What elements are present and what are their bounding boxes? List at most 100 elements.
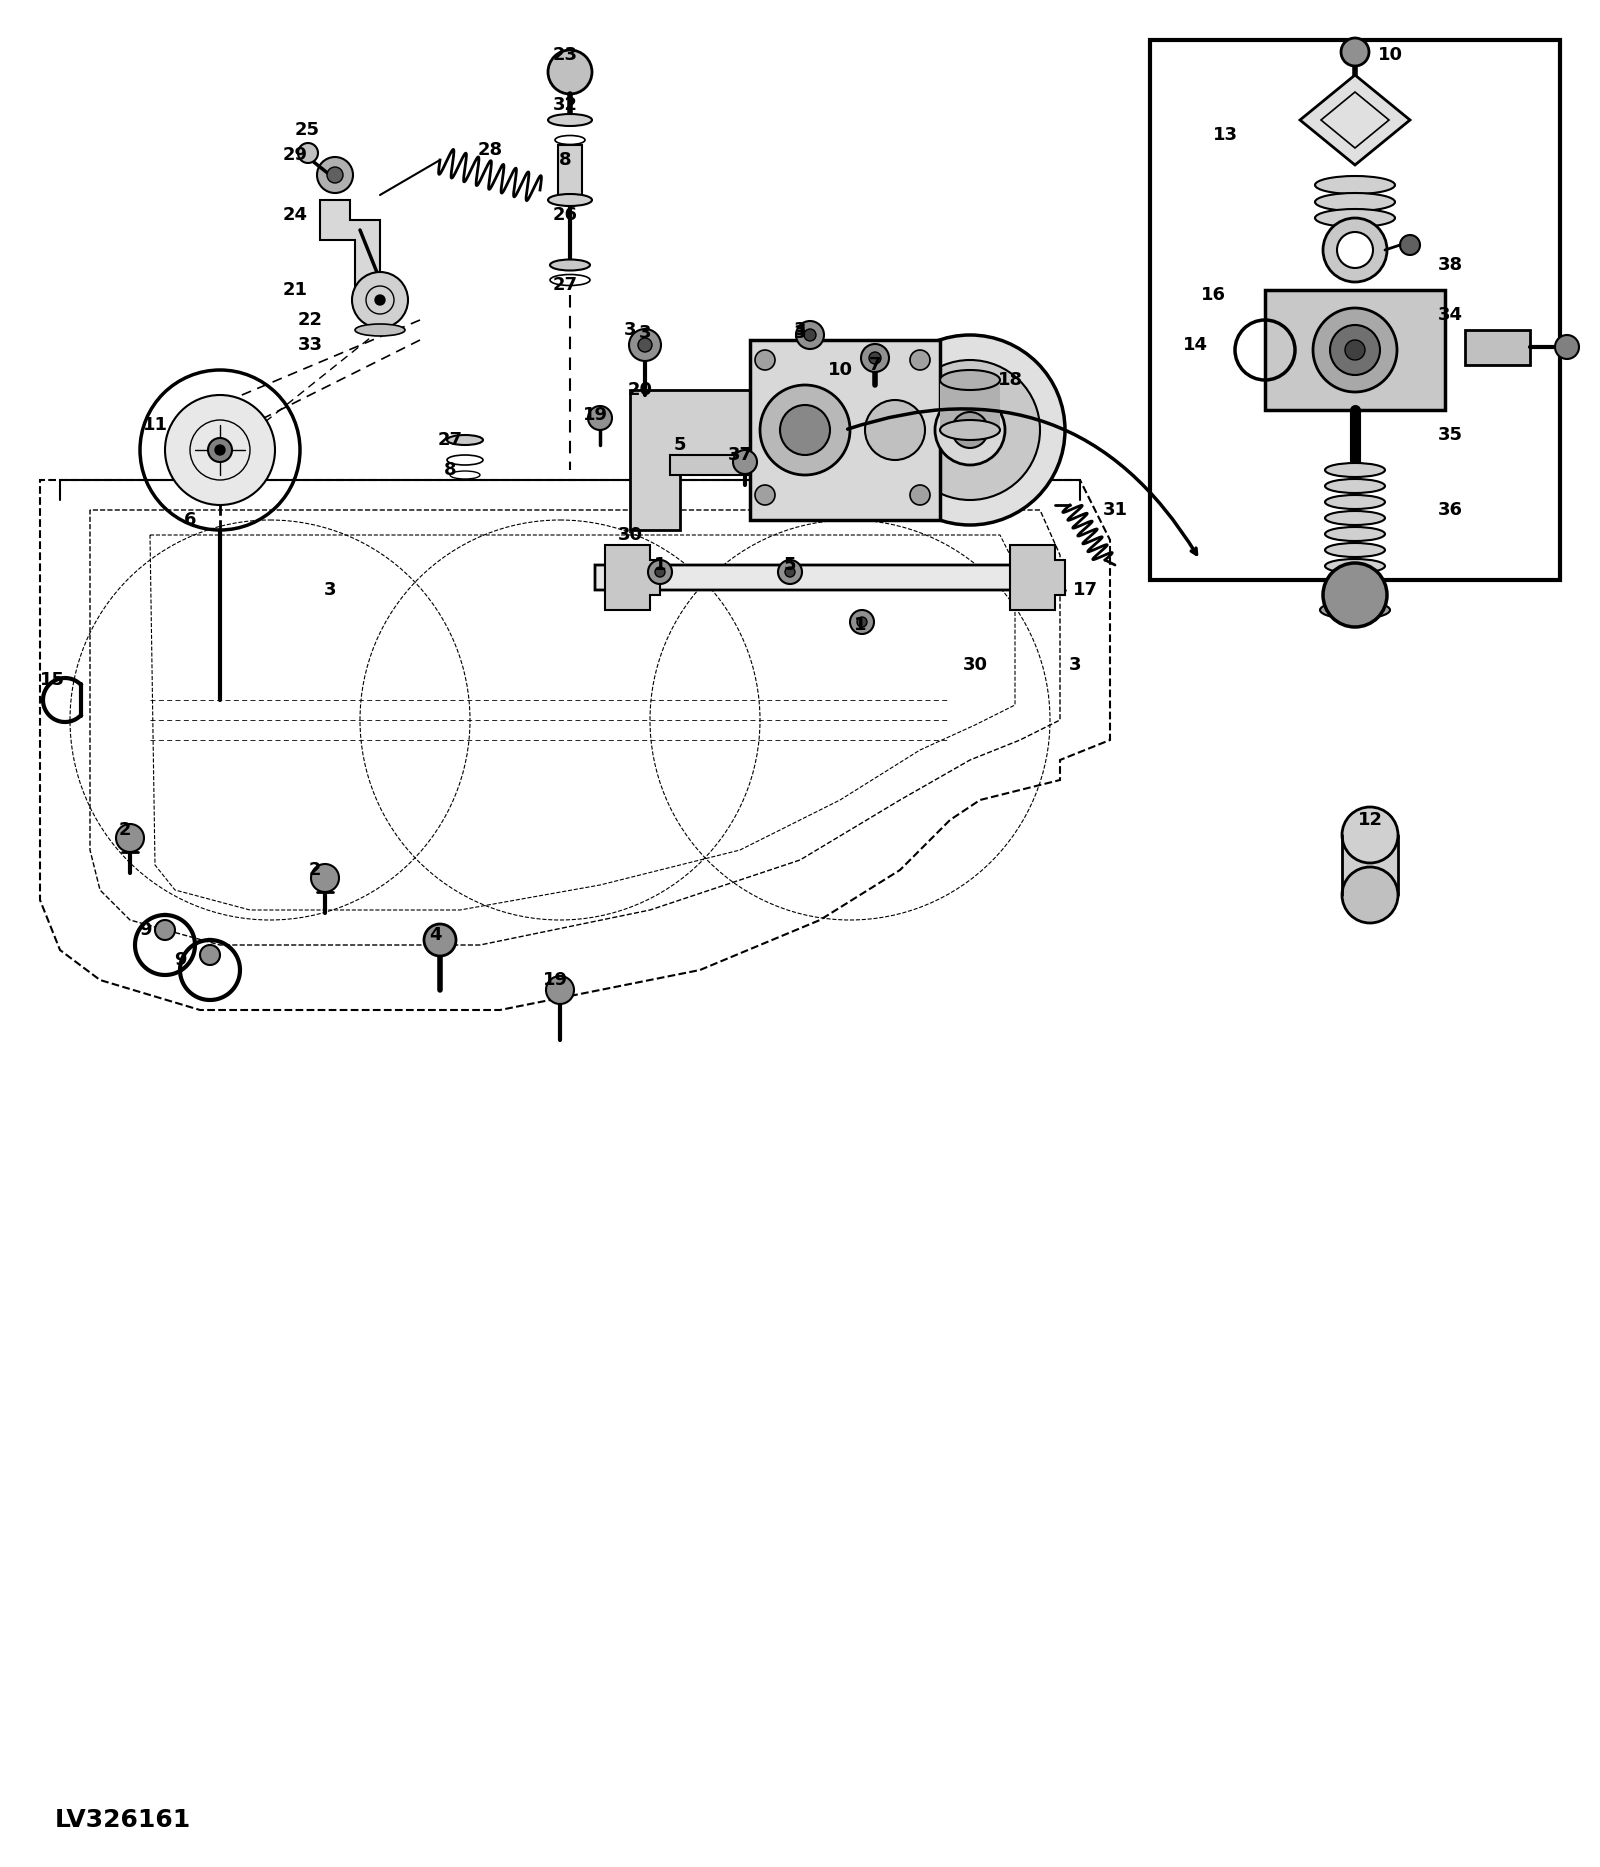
Polygon shape bbox=[670, 456, 755, 474]
Circle shape bbox=[1323, 564, 1387, 627]
Circle shape bbox=[1400, 235, 1421, 256]
Polygon shape bbox=[630, 390, 750, 530]
Circle shape bbox=[115, 823, 144, 851]
Text: 28: 28 bbox=[477, 142, 502, 159]
Circle shape bbox=[760, 385, 850, 474]
Text: 32: 32 bbox=[552, 95, 578, 114]
Circle shape bbox=[781, 405, 830, 456]
Text: 22: 22 bbox=[298, 312, 323, 329]
Text: 12: 12 bbox=[1357, 810, 1382, 829]
Text: 17: 17 bbox=[1072, 581, 1098, 599]
Circle shape bbox=[317, 157, 354, 192]
Circle shape bbox=[875, 334, 1066, 525]
Text: 29: 29 bbox=[283, 146, 307, 164]
Circle shape bbox=[755, 485, 774, 504]
Text: 1: 1 bbox=[654, 556, 666, 573]
Text: 35: 35 bbox=[1437, 426, 1462, 444]
Text: 9: 9 bbox=[139, 920, 152, 939]
Text: 11: 11 bbox=[142, 416, 168, 433]
Text: 38: 38 bbox=[1437, 256, 1462, 274]
Ellipse shape bbox=[1325, 558, 1386, 573]
Polygon shape bbox=[605, 545, 661, 611]
Text: 27: 27 bbox=[437, 431, 462, 448]
Bar bbox=[1466, 330, 1530, 366]
Text: 21: 21 bbox=[283, 282, 307, 299]
Ellipse shape bbox=[355, 325, 405, 336]
Circle shape bbox=[1342, 807, 1398, 863]
Circle shape bbox=[797, 321, 824, 349]
Ellipse shape bbox=[1315, 175, 1395, 194]
Circle shape bbox=[629, 329, 661, 360]
Text: 13: 13 bbox=[1213, 125, 1237, 144]
Bar bbox=[1150, 39, 1560, 581]
Circle shape bbox=[648, 560, 672, 584]
Text: 31: 31 bbox=[1102, 500, 1128, 519]
Text: 2: 2 bbox=[309, 861, 322, 879]
Text: 34: 34 bbox=[1437, 306, 1462, 325]
Circle shape bbox=[424, 924, 456, 956]
Circle shape bbox=[778, 560, 802, 584]
Text: 1: 1 bbox=[854, 616, 866, 635]
Ellipse shape bbox=[1325, 463, 1386, 476]
Circle shape bbox=[200, 945, 221, 965]
Text: 5: 5 bbox=[784, 556, 797, 573]
Bar bbox=[750, 340, 941, 521]
Circle shape bbox=[1555, 334, 1579, 358]
Ellipse shape bbox=[941, 420, 1000, 441]
Text: 3: 3 bbox=[323, 581, 336, 599]
Circle shape bbox=[934, 396, 1005, 465]
Circle shape bbox=[547, 50, 592, 93]
Text: 10: 10 bbox=[1378, 47, 1403, 63]
Circle shape bbox=[589, 405, 611, 429]
Circle shape bbox=[214, 444, 226, 456]
Ellipse shape bbox=[446, 435, 483, 444]
Polygon shape bbox=[320, 200, 381, 310]
Text: 30: 30 bbox=[618, 526, 643, 543]
Text: 30: 30 bbox=[963, 655, 987, 674]
Text: 14: 14 bbox=[1182, 336, 1208, 355]
Ellipse shape bbox=[1325, 526, 1386, 541]
Text: 10: 10 bbox=[827, 360, 853, 379]
Circle shape bbox=[546, 976, 574, 1004]
Circle shape bbox=[326, 166, 342, 183]
Text: 23: 23 bbox=[552, 47, 578, 63]
Bar bbox=[1342, 835, 1398, 894]
Circle shape bbox=[352, 273, 408, 329]
Polygon shape bbox=[1299, 75, 1410, 164]
Circle shape bbox=[1314, 308, 1397, 392]
Text: 37: 37 bbox=[728, 446, 752, 465]
Circle shape bbox=[755, 349, 774, 370]
Circle shape bbox=[858, 616, 867, 627]
Ellipse shape bbox=[1325, 575, 1386, 588]
Text: 15: 15 bbox=[40, 670, 64, 689]
Polygon shape bbox=[1010, 545, 1066, 611]
Ellipse shape bbox=[1320, 601, 1390, 620]
Text: 2: 2 bbox=[118, 821, 131, 838]
Text: 9: 9 bbox=[174, 950, 186, 969]
Text: 36: 36 bbox=[1437, 500, 1462, 519]
Text: LV326161: LV326161 bbox=[54, 1807, 192, 1832]
Circle shape bbox=[899, 360, 1040, 500]
Text: 3: 3 bbox=[638, 325, 651, 342]
Circle shape bbox=[1330, 325, 1379, 375]
Circle shape bbox=[638, 338, 653, 353]
Circle shape bbox=[805, 329, 816, 342]
Text: 4: 4 bbox=[429, 926, 442, 945]
Bar bbox=[558, 146, 582, 200]
Circle shape bbox=[654, 568, 666, 577]
Text: 27: 27 bbox=[552, 276, 578, 293]
Text: 8: 8 bbox=[443, 461, 456, 480]
Circle shape bbox=[952, 413, 989, 448]
Circle shape bbox=[910, 485, 930, 504]
Circle shape bbox=[155, 920, 174, 939]
Text: 24: 24 bbox=[283, 205, 307, 224]
Text: 20: 20 bbox=[627, 381, 653, 400]
Ellipse shape bbox=[1325, 543, 1386, 556]
Ellipse shape bbox=[1325, 480, 1386, 493]
Text: 19: 19 bbox=[582, 405, 608, 424]
Text: 25: 25 bbox=[294, 121, 320, 138]
Text: 5: 5 bbox=[674, 437, 686, 454]
Text: 6: 6 bbox=[184, 512, 197, 528]
Text: 26: 26 bbox=[552, 205, 578, 224]
Ellipse shape bbox=[1315, 209, 1395, 228]
